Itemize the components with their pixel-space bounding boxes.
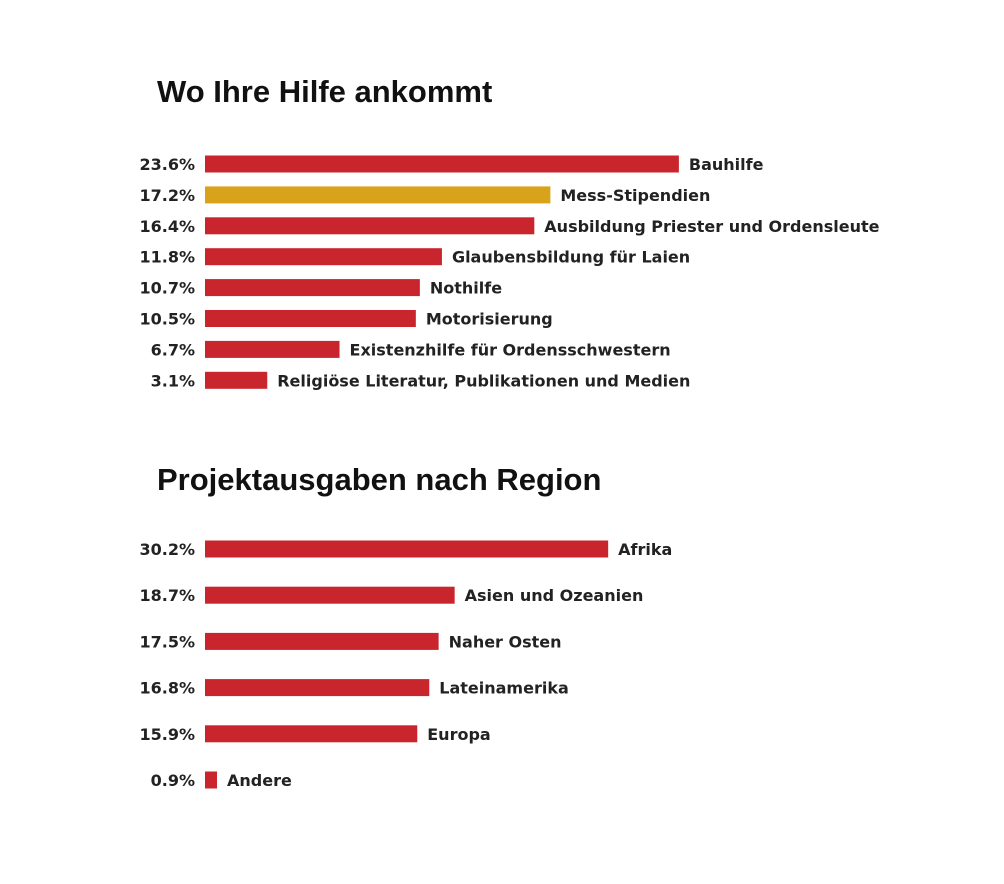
- category-label: Mess-Stipendien: [560, 186, 710, 205]
- value-label: 11.8%: [139, 248, 195, 267]
- value-label: 17.2%: [139, 186, 195, 205]
- value-label: 15.9%: [139, 725, 195, 744]
- category-label: Andere: [227, 771, 292, 790]
- category-label: Naher Osten: [449, 632, 562, 651]
- value-label: 16.4%: [139, 217, 195, 236]
- value-label: 16.8%: [139, 679, 195, 698]
- category-label: Religiöse Literatur, Publikationen und M…: [277, 371, 690, 390]
- category-label: Nothilfe: [430, 279, 502, 298]
- category-label: Ausbildung Priester und Ordensleute: [544, 217, 879, 236]
- bar: [205, 586, 455, 604]
- bar: [205, 632, 439, 650]
- bar: [205, 186, 551, 204]
- category-label: Bauhilfe: [689, 155, 764, 174]
- category-label: Glaubensbildung für Laien: [452, 248, 690, 267]
- bar: [205, 248, 442, 266]
- bar: [205, 679, 430, 697]
- bar: [205, 279, 420, 297]
- value-label: 10.7%: [139, 279, 195, 298]
- bar: [205, 340, 340, 358]
- value-label: 0.9%: [151, 771, 195, 790]
- bar: [205, 217, 535, 235]
- value-label: 30.2%: [139, 540, 195, 559]
- bar: [205, 155, 679, 173]
- bars-region: 30.2% Afrika 18.7% Asien und Ozeanien 17.5% N…: [139, 540, 672, 790]
- bar: [205, 371, 268, 389]
- category-label: Existenzhilfe für Ordensschwestern: [350, 340, 671, 359]
- category-label: Asien und Ozeanien: [465, 586, 644, 605]
- chart-title-region: Projektausgaben nach Region: [157, 462, 601, 497]
- category-label: Lateinamerika: [439, 679, 569, 698]
- bars-help: 23.6% Bauhilfe 17.2% Mess-Stipendien 16.4% Au…: [139, 155, 879, 390]
- value-label: 10.5%: [139, 310, 195, 329]
- chart-title-help: Wo Ihre Hilfe ankommt: [157, 74, 492, 109]
- value-label: 23.6%: [139, 155, 195, 174]
- category-label: Europa: [427, 725, 490, 744]
- value-label: 18.7%: [139, 586, 195, 605]
- bar: [205, 725, 418, 743]
- value-label: 17.5%: [139, 632, 195, 651]
- bar: [205, 771, 218, 789]
- value-label: 3.1%: [151, 371, 195, 390]
- bar: [205, 310, 416, 327]
- bar: [205, 540, 609, 558]
- category-label: Motorisierung: [426, 310, 553, 329]
- category-label: Afrika: [618, 540, 672, 559]
- value-label: 6.7%: [151, 340, 195, 359]
